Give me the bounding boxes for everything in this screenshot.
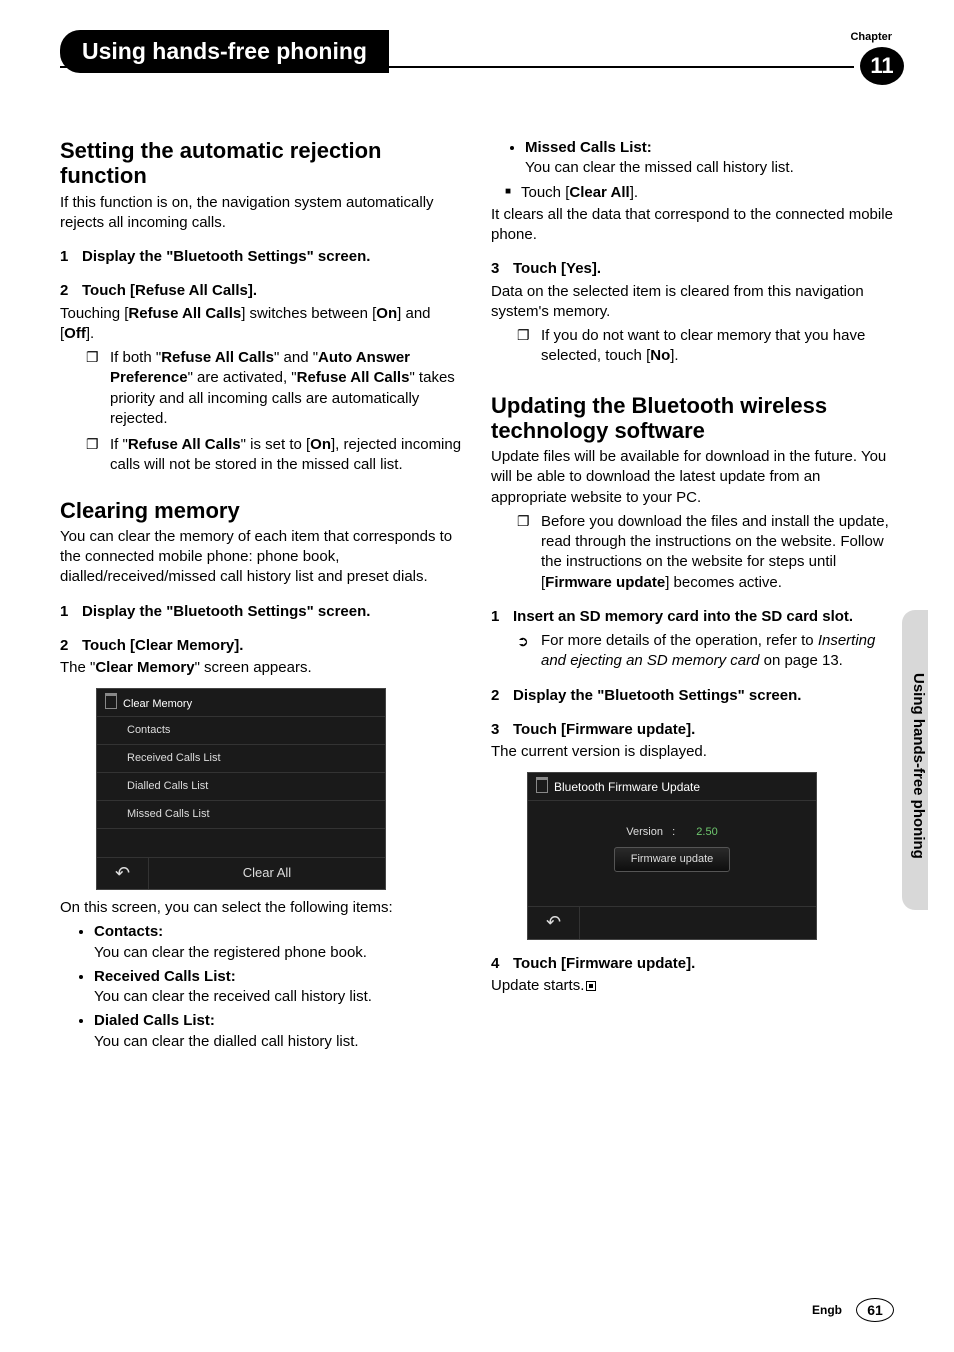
step-3: 3Touch [Yes]. (491, 259, 894, 279)
firmware-update-button: Firmware update (614, 847, 731, 872)
left-column: Setting the automatic rejection function… (60, 130, 463, 1272)
step-1c: 1Insert an SD memory card into the SD ca… (491, 607, 894, 627)
paragraph: The current version is displayed. (491, 742, 894, 762)
square-bullet-list: Touch [Clear All]. (491, 183, 894, 203)
screenshot-row: Contacts (97, 717, 385, 745)
screenshot-title: Clear Memory (97, 689, 385, 717)
step-2c: 2Display the "Bluetooth Settings" screen… (491, 686, 894, 706)
list-item: Received Calls List:You can clear the re… (94, 967, 463, 1008)
clear-all-button: Clear All (149, 858, 385, 890)
screenshot-title: Bluetooth Firmware Update (528, 773, 816, 800)
step-3c: 3Touch [Firmware update]. (491, 720, 894, 740)
back-button: ↶ (528, 907, 580, 939)
page-header: Chapter Using hands-free phoning 11 (60, 30, 904, 73)
step-2b: 2Touch [Clear Memory]. (60, 636, 463, 656)
note-list: If both "Refuse All Calls" and "Auto Ans… (60, 348, 463, 476)
paragraph: The "Clear Memory" screen appears. (60, 658, 463, 678)
note-item: If "Refuse All Calls" is set to [On], re… (90, 435, 463, 476)
screenshot-row: Missed Calls List (97, 801, 385, 829)
firmware-version-row: Version : 2.50 (538, 825, 806, 840)
paragraph: You can clear the memory of each item th… (60, 527, 463, 588)
note-list: Before you download the files and instal… (491, 512, 894, 593)
paragraph: Update starts. (491, 976, 894, 996)
square-bullet-item: Touch [Clear All]. (505, 183, 894, 203)
step-1: 1Display the "Bluetooth Settings" screen… (60, 247, 463, 267)
list-item: Dialed Calls List:You can clear the dial… (94, 1011, 463, 1052)
chapter-label: Chapter (850, 30, 892, 45)
screenshot-footer: ↶ Clear All (97, 857, 385, 890)
screenshot-body (97, 829, 385, 857)
clear-memory-screenshot: Clear Memory Contacts Received Calls Lis… (96, 688, 386, 890)
firmware-update-screenshot: Bluetooth Firmware Update Version : 2.50… (527, 772, 817, 939)
arrow-item: For more details of the operation, refer… (521, 631, 894, 672)
page-footer: Engb 61 (812, 1298, 894, 1322)
page-number-badge: 61 (856, 1298, 894, 1322)
list-item: Contacts:You can clear the registered ph… (94, 922, 463, 963)
heading-updating-bluetooth: Updating the Bluetooth wireless technolo… (491, 393, 894, 444)
back-button: ↶ (97, 858, 149, 890)
step-4c: 4Touch [Firmware update]. (491, 954, 894, 974)
paragraph: Touching [Refuse All Calls] switches bet… (60, 304, 463, 345)
note-list: If you do not want to clear memory that … (491, 326, 894, 367)
paragraph: Data on the selected item is cleared fro… (491, 282, 894, 323)
firmware-version-value: 2.50 (696, 826, 717, 838)
paragraph: It clears all the data that correspond t… (491, 205, 894, 246)
note-item: If both "Refuse All Calls" and "Auto Ans… (90, 348, 463, 429)
note-item: Before you download the files and instal… (521, 512, 894, 593)
screenshot-footer: ↶ (528, 906, 816, 939)
end-of-section-icon (586, 981, 596, 991)
page-title-bar: Using hands-free phoning (60, 30, 389, 73)
screenshot-row: Dialled Calls List (97, 773, 385, 801)
back-arrow-icon: ↶ (115, 863, 130, 883)
step-1b: 1Display the "Bluetooth Settings" screen… (60, 602, 463, 622)
list-item: Missed Calls List:You can clear the miss… (525, 138, 894, 179)
arrow-list: For more details of the operation, refer… (491, 631, 894, 672)
back-arrow-icon: ↶ (546, 912, 561, 932)
step-2: 2Touch [Refuse All Calls]. (60, 281, 463, 301)
side-tab: Using hands-free phoning (902, 610, 928, 910)
chapter-number-badge: 11 (860, 47, 904, 85)
screenshot-row: Received Calls List (97, 745, 385, 773)
content-columns: Setting the automatic rejection function… (60, 130, 894, 1272)
item-list: Contacts:You can clear the registered ph… (60, 922, 463, 1052)
heading-clearing-memory: Clearing memory (60, 498, 463, 523)
footer-language: Engb (812, 1302, 842, 1318)
firmware-body: Version : 2.50 Firmware update (528, 801, 816, 907)
paragraph: If this function is on, the navigation s… (60, 193, 463, 234)
heading-auto-rejection: Setting the automatic rejection function (60, 138, 463, 189)
item-list-cont: Missed Calls List:You can clear the miss… (491, 138, 894, 179)
right-column: Missed Calls List:You can clear the miss… (491, 130, 894, 1272)
note-item: If you do not want to clear memory that … (521, 326, 894, 367)
paragraph: Update files will be available for downl… (491, 447, 894, 508)
paragraph: On this screen, you can select the follo… (60, 898, 463, 918)
